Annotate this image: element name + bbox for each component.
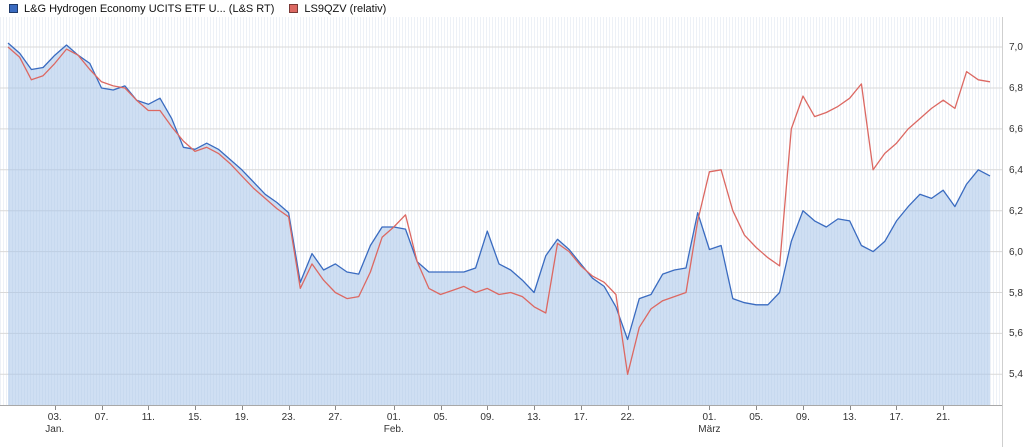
red-series-line [7,46,991,375]
x-tick-mark [288,406,290,410]
blue-series-swatch-icon [9,4,18,13]
plot-svg[interactable] [0,0,1002,405]
x-tick-label: 01. [702,412,717,423]
x-tick-label: 15. [188,412,202,423]
y-tick-label: 6,4 [1009,164,1023,176]
red-series-swatch-icon [289,4,299,13]
y-tick-label: 6,0 [1009,246,1023,258]
x-tick-label: 27. [328,412,343,423]
x-tick-mark [580,406,582,410]
x-tick-label: 01. [386,412,401,423]
x-tick-mark [101,406,103,410]
plot-area[interactable] [0,0,1002,405]
x-tick-label: 13. [527,412,542,423]
x-tick-mark [148,406,150,410]
y-tick-label: 7,0 [1009,42,1023,54]
x-tick-mark [756,406,758,410]
x-tick-mark [802,406,804,410]
x-tick-label: 17. [573,412,588,423]
y-tick-label: 5,4 [1009,369,1023,381]
x-tick-label: 22. [620,412,635,423]
x-tick-mark [195,406,197,410]
blue-series-line [7,42,991,341]
x-axis: 03. Jan. 07. 11. 15. 19. 23. 27. 01. Feb. 05. 09. 13… [0,405,1002,447]
x-tick-label: 21. [936,412,951,423]
x-tick-label: 11. [141,412,155,423]
x-tick-label: 09. [795,412,810,423]
x-tick-mark [534,406,536,410]
x-tick-mark [943,406,945,410]
y-tick-label: 5,8 [1009,287,1023,299]
blue-series-area [8,43,990,405]
x-tick-label: 05. [433,412,448,423]
x-month-label: März [698,424,721,435]
x-tick-label: 09. [480,412,495,423]
x-tick-mark [896,406,898,410]
y-tick-label: 6,2 [1009,205,1023,217]
x-tick-mark [627,406,629,410]
legend-label-ls9qzv: LS9QZV (relativ) [304,2,387,15]
x-tick-label: 23. [281,412,296,423]
y-axis: 7,0 6,8 6,6 6,4 6,2 6,0 5,8 5,6 5,4 [1002,0,1033,447]
x-tick-label: 07. [94,412,109,423]
x-tick-label: 13. [842,412,857,423]
y-tick-label: 6,6 [1009,123,1023,135]
x-tick-mark [241,406,243,410]
x-tick-label: 19. [234,412,249,423]
x-tick-mark [335,406,337,410]
x-tick-mark [393,406,395,410]
x-tick-mark [440,406,442,410]
x-tick-mark [54,406,56,410]
chart-legend: L&G Hydrogen Economy UCITS ETF U... (L&S… [0,0,1011,17]
x-tick-mark [849,406,851,410]
x-tick-label: 17. [889,412,904,423]
x-tick-mark [487,406,489,410]
legend-item-etf: L&G Hydrogen Economy UCITS ETF U... (L&S… [9,3,274,15]
y-tick-label: 5,6 [1009,328,1023,340]
x-month-label: Feb. [383,424,404,435]
x-tick-label: 05. [749,412,764,423]
x-tick-label: 03. [47,412,62,423]
x-tick-mark [709,406,711,410]
legend-label-etf: L&G Hydrogen Economy UCITS ETF U... (L&S… [24,2,275,15]
x-month-label: Jan. [45,424,65,435]
y-tick-label: 6,8 [1009,82,1023,94]
legend-item-ls9qzv: LS9QZV (relativ) [289,3,386,15]
